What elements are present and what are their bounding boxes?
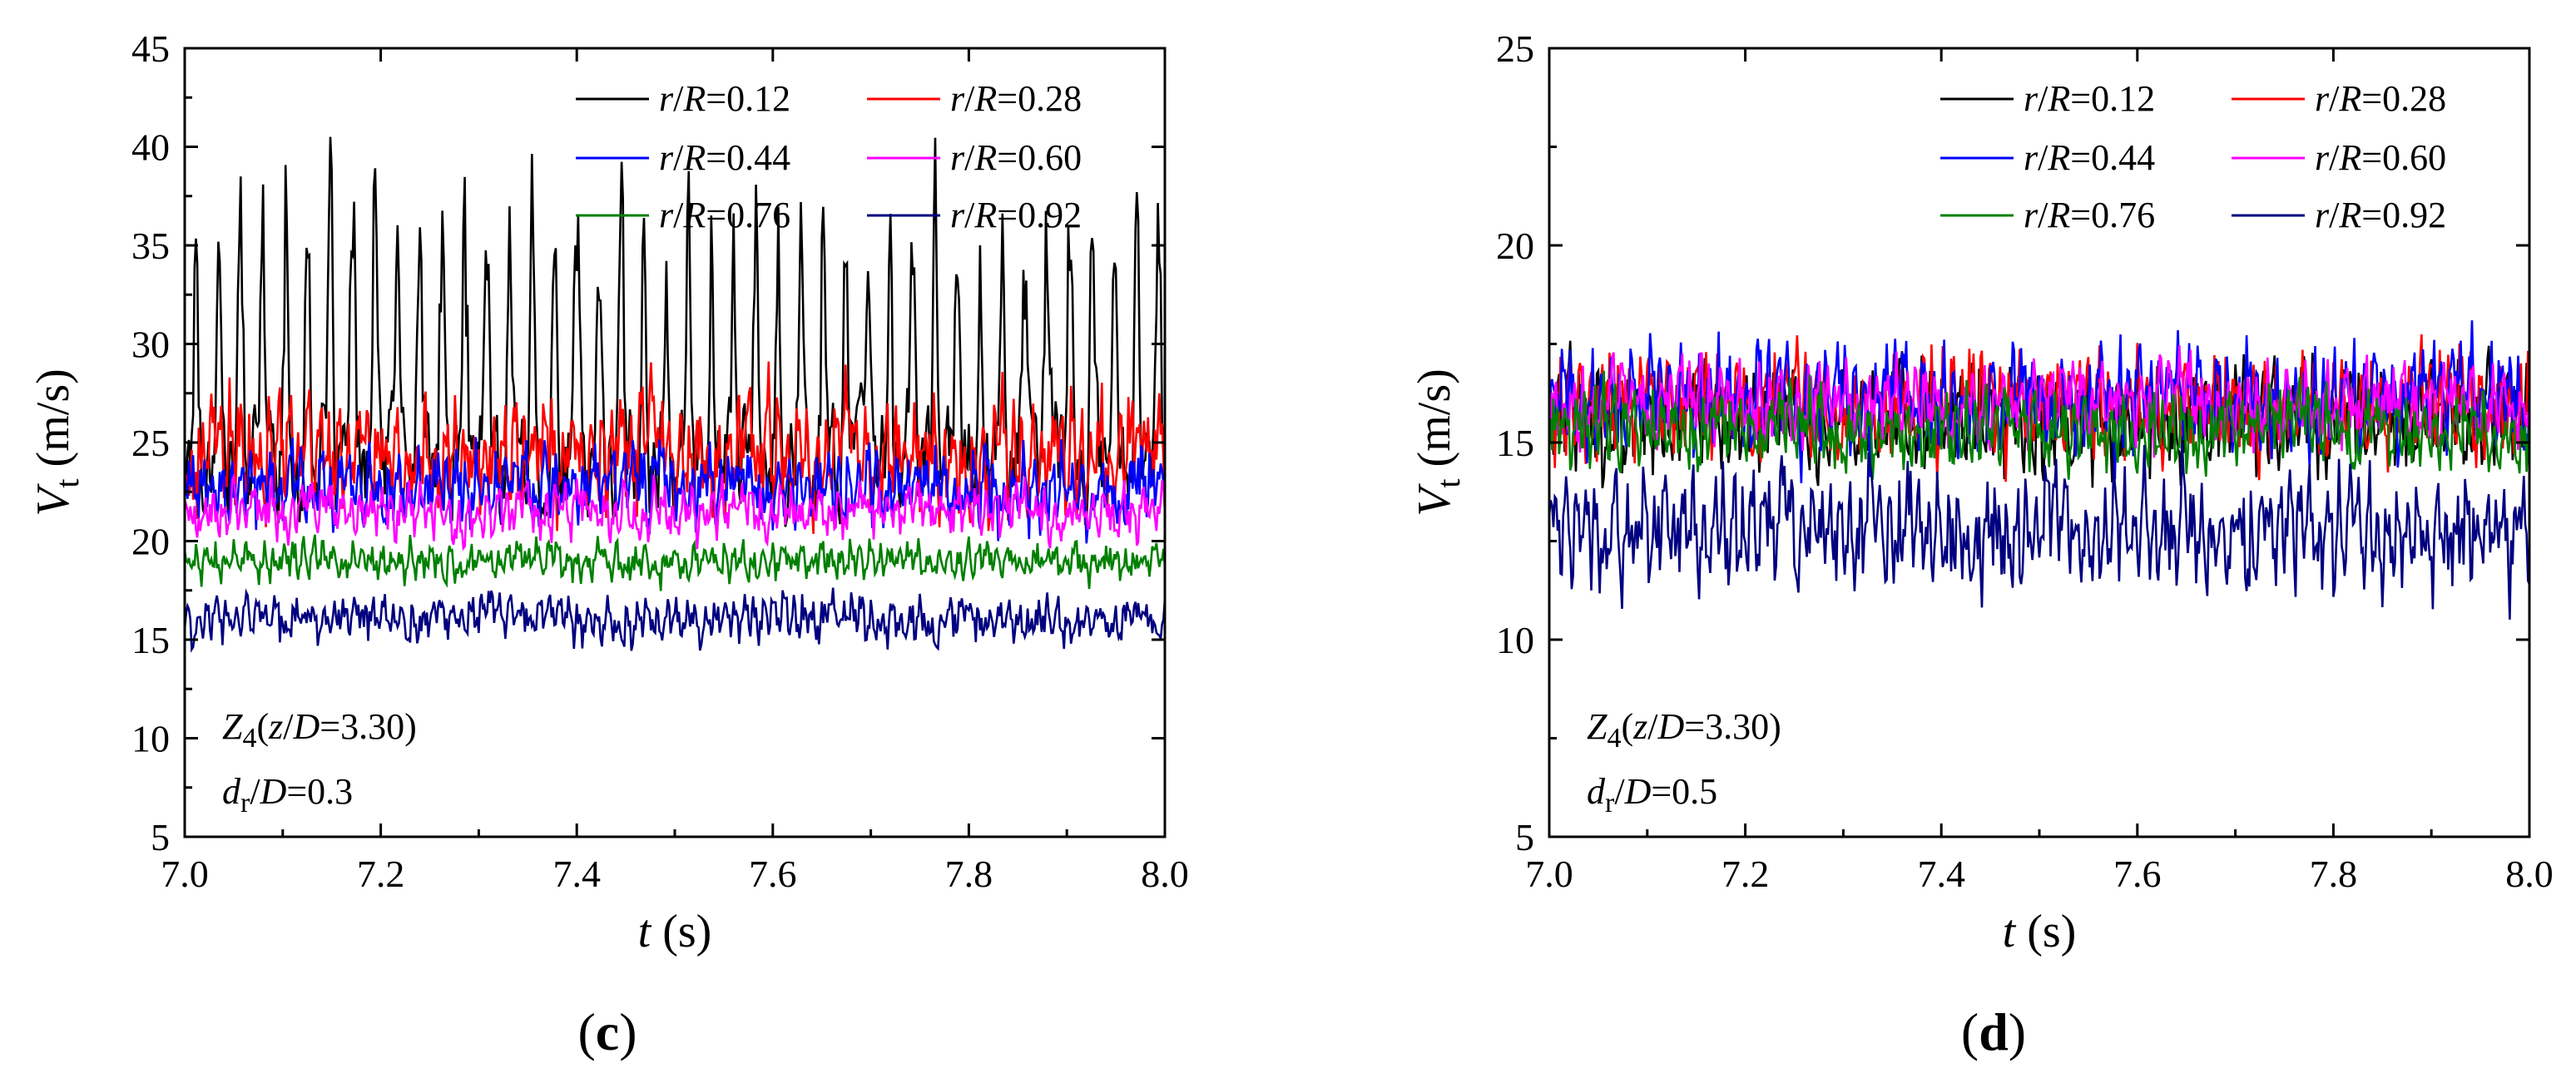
y-tick-label: 15: [1496, 422, 1534, 464]
panel-label: (c): [577, 1002, 637, 1061]
legend-label: r/R=0.60: [2315, 137, 2446, 178]
annotation-line: dr/D=0.5: [1587, 771, 1717, 818]
y-tick-label: 5: [1515, 816, 1534, 858]
legend-label: r/R=0.44: [2024, 137, 2155, 178]
series-line-r-r-0-76: [185, 534, 1165, 591]
legend-label: r/R=0.92: [2315, 195, 2446, 235]
x-tick-label: 7.4: [552, 853, 601, 895]
x-axis-title: t (s): [638, 906, 712, 957]
x-tick-label: 7.8: [2310, 853, 2358, 895]
legend-label: r/R=0.76: [659, 195, 790, 235]
series-line-r-r-0-92: [1549, 443, 2529, 620]
legend-label: r/R=0.28: [950, 78, 1082, 119]
series-line-r-r-0-76: [1549, 370, 2529, 480]
series-line-r-r-0-60: [185, 472, 1165, 551]
x-tick-label: 7.4: [1917, 853, 1965, 895]
y-tick-label: 40: [131, 126, 170, 169]
y-tick-label: 5: [151, 816, 170, 858]
chart-panel-d: 7.0 7.2 7.4 7.6 7.8 8.0 5 10 15 20 25 t (s) Vt (m/s)…: [1409, 27, 2554, 1061]
x-tick-label: 8.0: [1141, 853, 1189, 895]
y-axis-title: Vt (m/s): [1409, 368, 1467, 517]
legend-label: r/R=0.28: [2315, 78, 2446, 119]
y-tick-label: 20: [131, 521, 170, 563]
x-tick-label: 7.8: [945, 853, 993, 895]
series-line-r-r-0-44: [185, 437, 1165, 544]
chart-panel-c: 7.0 7.2 7.4 7.6 7.8 8.0 5 10 15 20 25 30 35 40 45 t (s)…: [27, 27, 1189, 1061]
annotation-line: dr/D=0.3: [222, 771, 353, 818]
x-tick-label: 7.2: [1721, 853, 1770, 895]
y-tick-label: 25: [131, 422, 170, 464]
legend-label: r/R=0.92: [950, 195, 1082, 235]
series-group: [185, 136, 1165, 653]
series-group: [1549, 320, 2529, 620]
y-tick-label: 30: [131, 324, 170, 366]
y-tick-label: 10: [131, 718, 170, 760]
x-axis-title: t (s): [2003, 906, 2077, 957]
legend-label: r/R=0.60: [950, 137, 1082, 178]
y-tick-label: 35: [131, 225, 170, 267]
y-tick-label: 10: [1496, 619, 1534, 661]
legend-label: r/R=0.12: [659, 78, 790, 119]
y-axis-title: Vt (m/s): [27, 368, 86, 517]
x-tick-label: 7.6: [749, 853, 797, 895]
legend-label: r/R=0.76: [2024, 195, 2155, 235]
series-line-r-r-0-44: [1549, 320, 2529, 483]
y-tick-label: 25: [1496, 27, 1534, 70]
legend-label: r/R=0.44: [659, 137, 790, 178]
x-tick-label: 7.2: [357, 853, 405, 895]
y-tick-label: 20: [1496, 225, 1534, 267]
series-line-r-r-0-60: [1549, 345, 2529, 458]
series-line-r-r-0-92: [185, 587, 1165, 653]
y-tick-label: 45: [131, 27, 170, 70]
x-tick-label: 8.0: [2505, 853, 2554, 895]
panel-label: (d): [1961, 1002, 2026, 1061]
x-tick-label: 7.6: [2113, 853, 2162, 895]
annotation-line: Z4(z/D=3.30): [222, 706, 417, 754]
legend-label: r/R=0.12: [2024, 78, 2155, 119]
annotation-line: Z4(z/D=3.30): [1587, 706, 1781, 754]
y-tick-label: 15: [131, 619, 170, 661]
x-tick-label: 7.0: [1525, 853, 1573, 895]
x-tick-label: 7.0: [161, 853, 209, 895]
